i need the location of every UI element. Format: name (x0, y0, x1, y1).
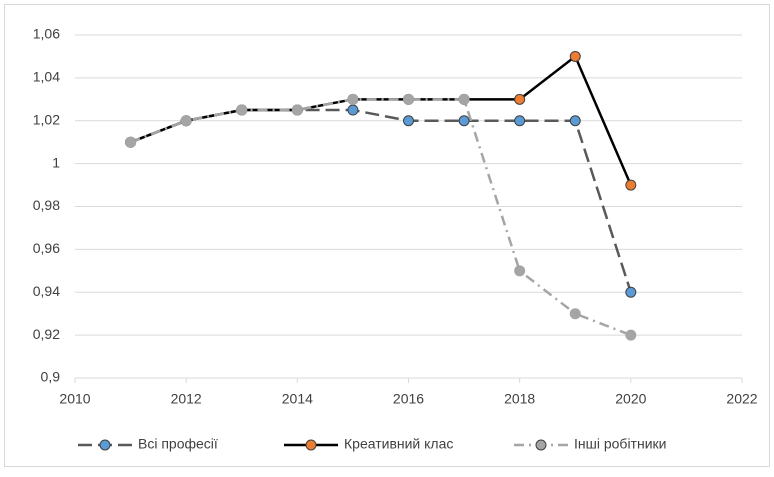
chart-border (4, 4, 770, 467)
point (347, 93, 359, 105)
x-tick-label: 2014 (282, 391, 313, 407)
point (291, 104, 303, 116)
y-tick-label: 1,04 (33, 69, 60, 85)
point (403, 115, 414, 127)
x-tick-label: 2010 (59, 391, 90, 407)
point (625, 329, 637, 341)
point (569, 115, 581, 127)
series-line (130, 54, 632, 186)
point (625, 179, 637, 191)
point (180, 115, 192, 127)
legend-marker (535, 439, 547, 451)
point (514, 115, 526, 127)
point (569, 50, 581, 62)
point (403, 93, 414, 105)
x-tick-label: 2018 (504, 391, 535, 407)
point (569, 308, 581, 320)
point (458, 115, 470, 127)
y-tick-label: 0,92 (33, 326, 60, 342)
legend-label: Інші робітники (574, 436, 666, 452)
legend-marker (305, 439, 317, 451)
series-line (130, 98, 632, 337)
point (236, 104, 248, 116)
legend-label: Креативний клас (344, 436, 453, 452)
point (347, 104, 359, 116)
y-tick-label: 0,96 (33, 240, 60, 256)
x-tick-label: 2022 (726, 391, 757, 407)
y-tick-label: 0,9 (41, 369, 61, 385)
legend-label: Всі професії (138, 436, 218, 452)
legend-marker (99, 439, 111, 451)
point (514, 93, 526, 105)
x-tick-label: 2016 (393, 391, 424, 407)
y-tick-label: 0,98 (33, 197, 60, 213)
point (125, 136, 137, 148)
y-tick-label: 1,02 (33, 111, 60, 127)
point (514, 265, 526, 277)
x-tick-label: 2012 (171, 391, 202, 407)
y-tick-label: 0,94 (33, 283, 60, 299)
x-tick-label: 2020 (615, 391, 646, 407)
y-tick-label: 1 (52, 154, 60, 170)
point (458, 93, 470, 105)
point (625, 286, 637, 298)
y-tick-label: 1,06 (33, 26, 60, 42)
